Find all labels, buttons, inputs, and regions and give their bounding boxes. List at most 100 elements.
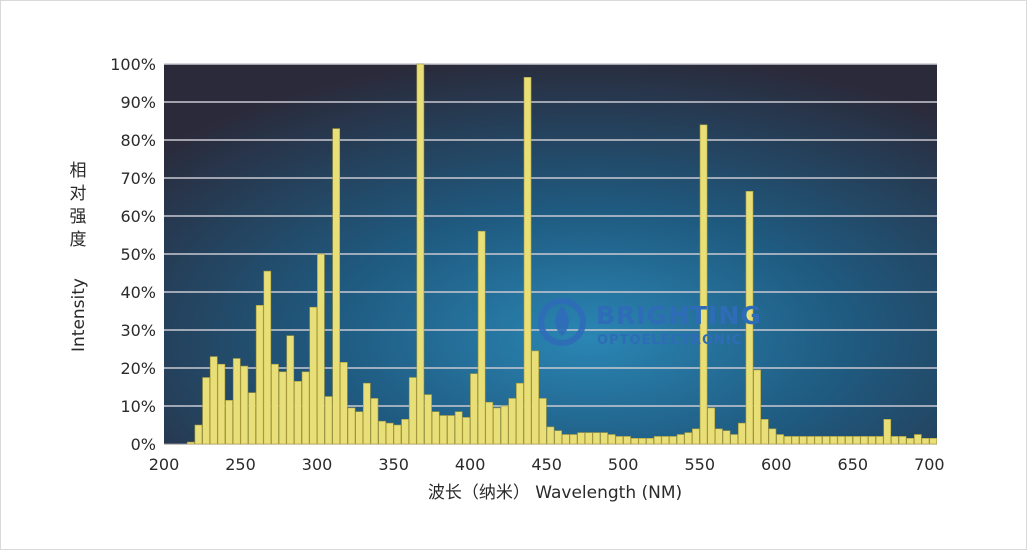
spectrum-bar [738,422,746,445]
x-tick-label: 700 [914,455,945,474]
spectrum-bar [194,424,203,445]
spectrum-bar [240,365,249,445]
spectrum-bar [462,417,471,445]
spectrum-bar [424,394,432,445]
spectrum-bar [906,437,915,445]
spectrum-bar [554,430,562,445]
spectrum-bar [891,436,899,445]
spectrum-bar [653,436,662,445]
spectrum-bar [500,405,509,445]
x-tick-label: 550 [684,455,715,474]
spectrum-bar [768,428,777,445]
spectrum-bar [255,304,264,445]
spectrum-bar [638,437,647,445]
spectrum-bar [883,418,892,445]
spectrum-bar [263,270,272,445]
spectrum-bar [676,434,685,445]
spectrum-bar [776,434,784,445]
x-tick-label: 450 [531,455,562,474]
spectrum-bar [493,407,501,445]
spectrum-bar [929,437,938,445]
y-tick-label: 70% [120,169,156,188]
spectrum-bar [454,411,463,445]
spectrum-bar [898,436,907,445]
spectrum-bar [615,436,624,445]
spectrum-bar [692,428,700,445]
x-tick-label: 300 [302,455,333,474]
spectrum-bar [485,401,494,445]
spectrum-bar [783,436,792,445]
spectrum-bar [516,382,524,445]
spectrum-bar [584,432,593,445]
spectrum-bar [378,420,386,445]
spectrum-bar [684,432,693,445]
spectrum-bar [745,191,754,445]
spectrum-bar [791,436,800,445]
spectrum-bar [699,124,708,445]
spectrum-bar [385,422,394,445]
spectrum-bar [546,426,555,445]
spectrum-bar [722,430,731,445]
y-tick-label: 80% [120,131,156,150]
spectrum-bar [814,436,823,445]
x-axis-title: 波长（纳米） Wavelength (NM) [428,483,682,503]
spectrum-bar [202,377,210,445]
spectrum-bar [278,371,287,445]
spectrum-bar [921,437,930,445]
spectrum-bar [715,428,723,445]
bar-series [186,63,938,445]
spectrum-bar [753,369,761,445]
y-axis-ticks: 0% 10% 20% 30% 40% 50% 60% 70% 80% 90% 100% [110,55,156,454]
x-tick-label: 600 [761,455,792,474]
spectrum-bar [508,398,517,445]
y-axis-title-cn: 相对强度 [70,161,87,250]
spectrum-bar [561,434,570,445]
x-axis-ticks: 200 250 300 350 400 450 500 550 600 650 700 [149,455,945,474]
spectrum-bar [408,377,417,445]
spectrum-bar [248,392,256,445]
spectrum-bar [592,432,601,445]
spectrum-bar [760,418,769,445]
spectrum-bar [837,436,846,445]
x-tick-label: 500 [608,455,639,474]
spectrum-bar [286,335,295,445]
spectrum-bar [822,436,830,445]
logo-tagline: OPTOELECTRONIC [597,333,742,348]
y-tick-label: 100% [110,55,156,74]
spectrum-bar [852,436,861,445]
logo-ring-icon [538,298,586,346]
spectrum-bar [914,434,922,445]
spectrum-bar [447,415,455,445]
spectrum-bar [232,358,241,445]
y-tick-label: 40% [120,283,156,302]
x-tick-label: 250 [225,455,256,474]
spectrum-bar [531,350,540,445]
brighting-logo: BRIGHTING OPTOELECTRONIC [538,298,762,348]
spectrum-bar [623,436,631,445]
spectrum-bar [607,434,616,445]
logo-name: BRIGHTING [596,301,762,330]
spectrum-bar [355,411,363,445]
spectrum-bar [730,434,739,445]
spectrum-bar [186,441,195,445]
x-tick-label: 400 [455,455,486,474]
spectrum-bar [600,432,608,445]
spectrum-bar [829,436,838,445]
spectrum-bar [630,437,639,445]
y-tick-label: 30% [120,321,156,340]
spectrum-bar [416,63,425,445]
spectrum-bar [332,128,341,445]
spectrum-bar [799,436,807,445]
y-tick-label: 50% [120,245,156,264]
spectrum-bar [646,437,654,445]
spectrum-bar [294,380,302,445]
spectrum-bar [217,363,226,445]
spectrum-bar [806,436,815,445]
spectrum-bar [577,432,585,445]
spectrum-bar [347,407,356,445]
x-tick-label: 200 [149,455,180,474]
spectrum-bar [661,436,670,445]
spectrum-bar [669,436,677,445]
spectrum-bar [439,415,448,445]
